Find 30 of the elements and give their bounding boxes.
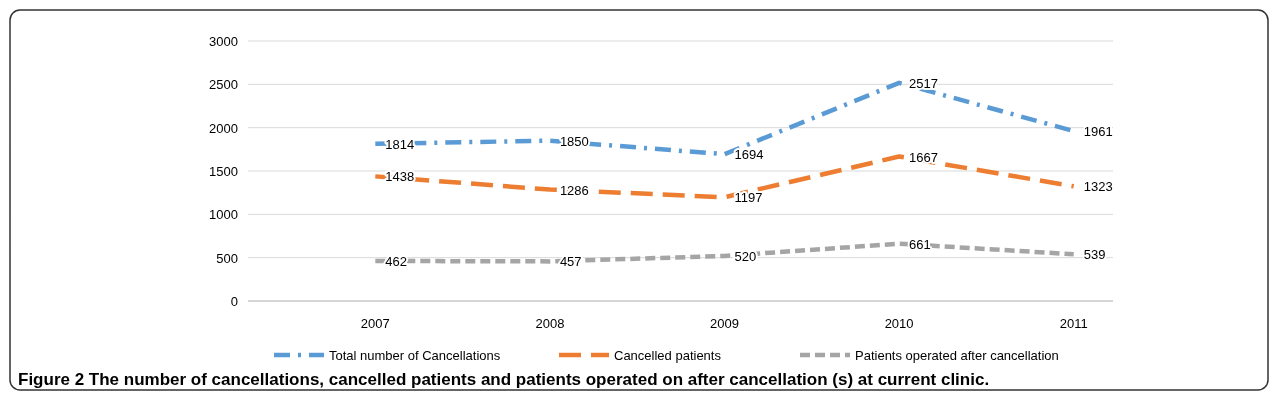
x-tick-label: 2010 — [884, 316, 914, 331]
legend-label: Total number of Cancellations — [329, 348, 501, 363]
y-tick-label: 2500 — [209, 77, 238, 93]
x-tick-label: 2007 — [360, 316, 390, 331]
data-label: 1323 — [1083, 179, 1113, 195]
legend-label: Patients operated after cancellation — [855, 348, 1059, 363]
caption: Figure 2 The number of cancellations, cancelled patients and patients operated on after cancellation (s) at current clinic. — [18, 370, 990, 389]
y-tick-label: 500 — [216, 250, 238, 266]
data-label: 1814 — [385, 136, 415, 152]
y-tick-label: 1000 — [209, 207, 238, 223]
data-label: 457 — [559, 254, 582, 270]
line-series — [373, 241, 1076, 264]
data-label: 2517 — [909, 75, 939, 91]
data-label: 539 — [1083, 247, 1106, 263]
data-label: 1286 — [559, 182, 589, 198]
data-label: 1197 — [734, 190, 763, 206]
y-tick-label: 0 — [230, 294, 238, 309]
data-label: 1850 — [559, 133, 589, 149]
data-label: 661 — [909, 236, 931, 252]
legend-label: Cancelled patients — [614, 348, 722, 363]
y-tick-label: 3000 — [209, 34, 238, 49]
data-label: 462 — [385, 253, 407, 269]
y-tick-label: 2000 — [209, 120, 238, 136]
x-tick-label: 2008 — [535, 316, 565, 331]
x-tick-label: 2009 — [710, 316, 739, 331]
data-label: 520 — [734, 248, 757, 264]
data-label: 1694 — [734, 147, 764, 163]
x-tick-label: 2011 — [1059, 316, 1088, 331]
y-tick-label: 1500 — [209, 164, 238, 179]
data-label: 1961 — [1083, 124, 1113, 140]
